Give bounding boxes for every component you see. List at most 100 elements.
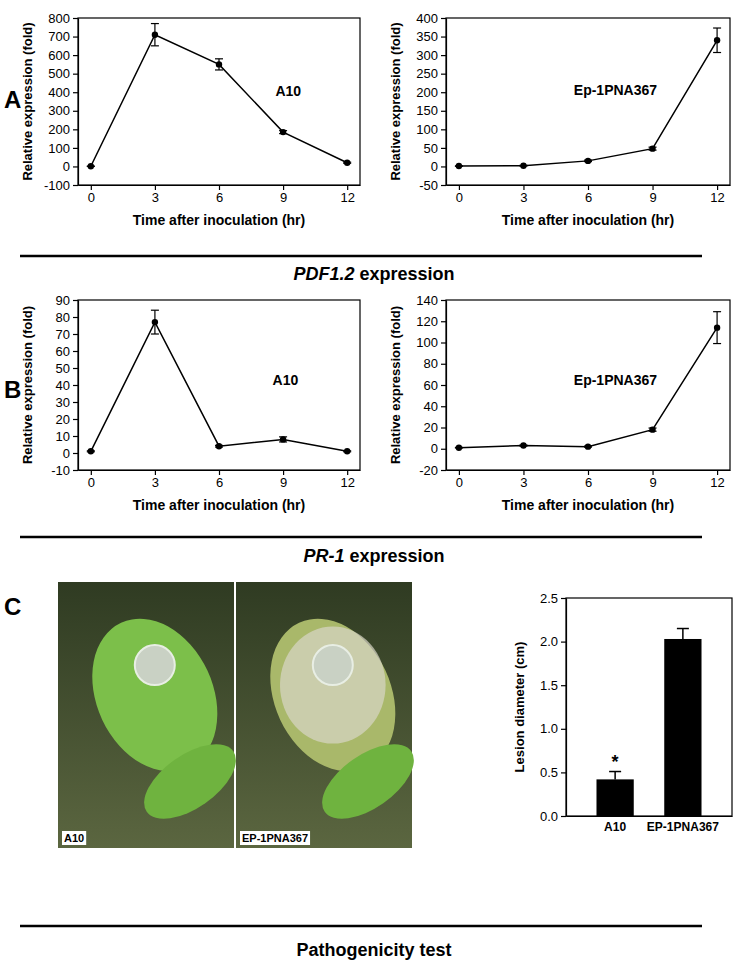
tick-label: 2.5: [540, 591, 558, 606]
tick: 120: [416, 314, 446, 329]
photo-label-box: [62, 831, 86, 845]
tick: 400: [416, 11, 446, 26]
series-label: A10: [273, 372, 299, 388]
tick-label: 6: [585, 475, 592, 490]
axis: 036912: [79, 185, 361, 205]
tick-mark: [441, 55, 446, 56]
axis: 036912: [79, 470, 361, 490]
plot-area: [455, 312, 721, 451]
tick: 80: [56, 310, 78, 325]
marker: [649, 145, 655, 151]
tick: 6: [216, 470, 223, 490]
tick-label: 20: [56, 412, 70, 427]
agar-plug: [135, 645, 175, 685]
tick: 70: [56, 327, 78, 342]
axis-line: [566, 599, 567, 817]
tick-label: 0: [431, 159, 438, 174]
tick-mark: [73, 317, 78, 318]
error-cap: [713, 343, 721, 344]
separator: [20, 536, 702, 539]
marker: [520, 442, 526, 448]
tick-label: 90: [56, 293, 70, 308]
axis-line: [567, 816, 733, 817]
error-stem: [682, 629, 684, 639]
plot-frame: [566, 598, 732, 816]
tick: 20: [424, 420, 446, 435]
error-cap: [215, 69, 223, 70]
axis: 0.00.51.01.52.02.5: [540, 591, 567, 824]
tick-label: 12: [340, 475, 354, 490]
tick: 0: [88, 185, 95, 205]
tick: 100: [416, 122, 446, 137]
tick-mark: [73, 111, 78, 112]
marker: [88, 448, 94, 454]
tick-label: 6: [216, 475, 223, 490]
series-line: [459, 328, 717, 448]
tick-label: 3: [520, 190, 527, 205]
plot-frame: [78, 18, 360, 185]
tick-label: 150: [416, 103, 438, 118]
tick-label: 2.0: [540, 634, 558, 649]
tick: 100: [416, 335, 446, 350]
tick-label: 700: [48, 29, 70, 44]
error-bar: [279, 437, 287, 442]
error-cap: [215, 58, 223, 59]
marker: [152, 319, 158, 325]
photo-label-text: EP-1PNA367: [242, 832, 308, 844]
tick-label: -100: [44, 178, 70, 193]
tick: 500: [48, 66, 78, 81]
error-bar: [609, 772, 621, 780]
tick-label: 60: [56, 344, 70, 359]
tick: 50: [424, 141, 446, 156]
tick: 9: [280, 470, 287, 490]
tick-mark: [73, 55, 78, 56]
x-axis-title: Time after inoculation (hr): [133, 497, 305, 513]
series-label: Ep-1PNA367: [574, 82, 657, 98]
tick-label: 200: [48, 122, 70, 137]
tick: 200: [48, 122, 78, 137]
marker: [456, 444, 462, 450]
tick-label: EP-1PNA367: [647, 820, 719, 834]
mycelium: [280, 627, 386, 744]
tick: 0: [63, 159, 78, 174]
axis: -100102030405060708090: [51, 293, 78, 478]
tick: 400: [48, 85, 78, 100]
tick-label: 0: [431, 441, 438, 456]
tick-label: 9: [649, 475, 656, 490]
tick: 600: [48, 48, 78, 63]
error-stem: [614, 772, 616, 780]
x-axis-title: Time after inoculation (hr): [502, 497, 674, 513]
plot-frame: [446, 300, 730, 470]
photo-label: EP-1PNA367: [240, 831, 310, 845]
tick: 50: [56, 361, 78, 376]
tick-label: 70: [56, 327, 70, 342]
tick-label: 9: [649, 190, 656, 205]
tick-label: A10: [604, 820, 626, 834]
marker: [88, 163, 94, 169]
tick-mark: [441, 321, 446, 322]
tick-label: 0: [456, 475, 463, 490]
marker: [585, 443, 591, 449]
tick-label: 60: [424, 378, 438, 393]
tick: 12: [340, 185, 354, 205]
tick-label: 10: [56, 429, 70, 444]
tick: 140: [416, 293, 446, 308]
tick: 0: [456, 470, 463, 490]
tick-label: 300: [416, 48, 438, 63]
tick-label: 80: [56, 310, 70, 325]
tick: 3: [152, 185, 159, 205]
tick-label: 20: [424, 420, 438, 435]
marker: [280, 436, 286, 442]
series-label: Ep-1PNA367: [574, 372, 657, 388]
caption-text: expression: [349, 546, 444, 566]
tick-label: 0: [88, 475, 95, 490]
tick-mark: [441, 470, 446, 471]
error-cap: [151, 23, 159, 24]
axis-line: [446, 301, 447, 471]
tick-mark: [73, 166, 78, 167]
tick-label: 6: [585, 190, 592, 205]
tick-label: -20: [419, 463, 438, 478]
tick: 0: [63, 446, 78, 461]
tick-label: 600: [48, 48, 70, 63]
tick-mark: [73, 300, 78, 301]
